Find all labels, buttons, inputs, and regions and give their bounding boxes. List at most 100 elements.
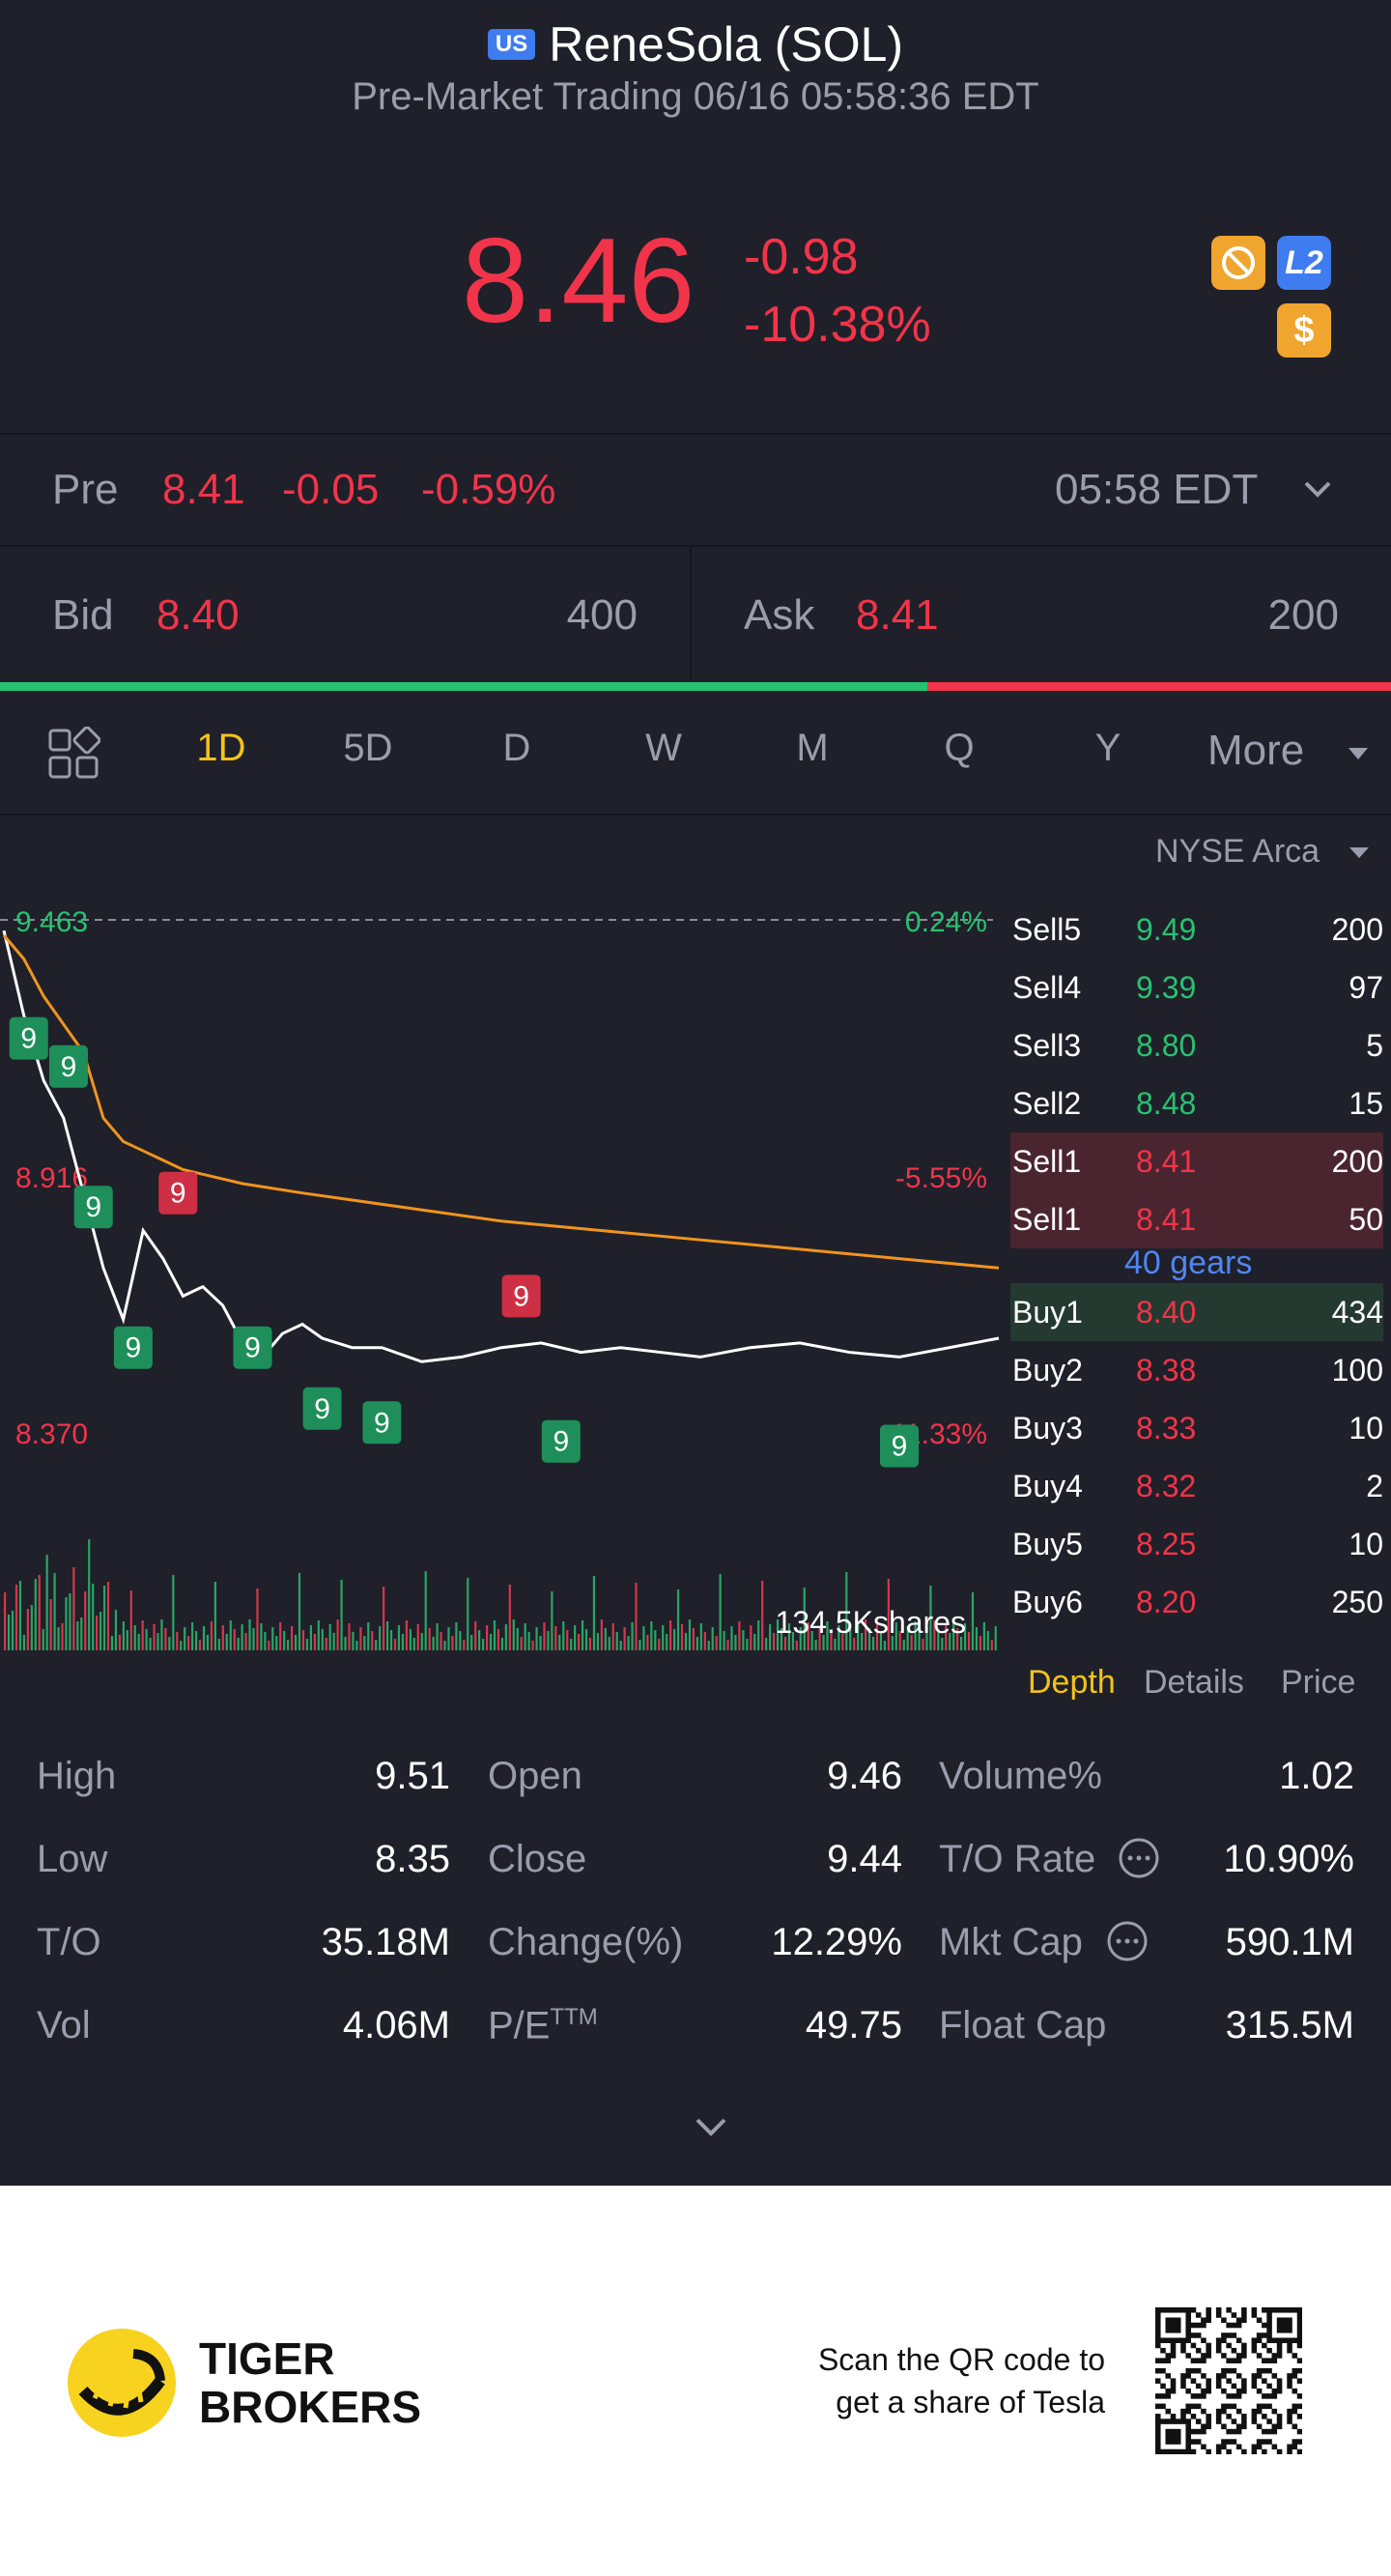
- qr-module: [1276, 2378, 1283, 2384]
- no-entry-icon[interactable]: [1211, 236, 1265, 290]
- volume-bar: [298, 1573, 301, 1650]
- qr-module: [1221, 2408, 1227, 2415]
- tab-price[interactable]: Price: [1281, 1664, 1356, 1701]
- qr-module: [1160, 2337, 1166, 2343]
- qr-module: [1185, 2428, 1191, 2435]
- order-book-row[interactable]: Buy2 8.38 100: [1010, 1341, 1383, 1399]
- order-book-qty: 200: [1331, 1144, 1383, 1179]
- qr-module: [1276, 2423, 1283, 2430]
- qr-module: [1175, 2322, 1181, 2329]
- exchange-selector[interactable]: NYSE Arca: [1155, 833, 1320, 870]
- tab-q[interactable]: Q: [944, 727, 975, 769]
- tab-d[interactable]: D: [502, 727, 531, 769]
- order-book-qty: 10: [1348, 1527, 1383, 1561]
- qr-module: [1155, 2307, 1161, 2313]
- price-change-pct: -10.38%: [744, 297, 931, 353]
- volume-bar: [416, 1624, 419, 1650]
- stat-label: T/O: [37, 1921, 101, 1963]
- qr-module: [1190, 2378, 1197, 2384]
- volume-bar: [646, 1635, 649, 1650]
- volume-bar: [512, 1619, 515, 1650]
- volume-bar: [894, 1622, 897, 1650]
- tab-more[interactable]: More: [1207, 727, 1305, 774]
- qr-module: [1251, 2342, 1258, 2349]
- volume-bar: [114, 1610, 118, 1650]
- qr-module: [1276, 2322, 1283, 2329]
- qr-module: [1155, 2393, 1161, 2399]
- stock-name[interactable]: ReneSola (SOL): [549, 17, 904, 72]
- qr-code[interactable]: [1155, 2307, 1302, 2454]
- volume-bar: [780, 1628, 783, 1650]
- dollar-icon[interactable]: $: [1277, 303, 1331, 358]
- intraday-chart[interactable]: 9.4638.9168.3700.24%-5.55%-11.33%9999999…: [0, 870, 1005, 1662]
- expand-chevron-icon[interactable]: [692, 2112, 730, 2141]
- qr-module: [1206, 2419, 1211, 2424]
- volume-bar: [160, 1619, 163, 1650]
- qr-module: [1296, 2327, 1302, 2333]
- info-dots-icon[interactable]: [1105, 1919, 1150, 1963]
- order-book-row[interactable]: Sell4 9.39 97: [1010, 959, 1383, 1016]
- qr-module: [1296, 2448, 1302, 2454]
- qr-module: [1262, 2414, 1267, 2419]
- tab-details[interactable]: Details: [1144, 1664, 1244, 1701]
- volume-bar: [986, 1631, 989, 1650]
- volume-bar: [500, 1638, 503, 1650]
- qr-module: [1266, 2403, 1272, 2410]
- premarket-change-pct: -0.59%: [421, 466, 556, 513]
- tab-5d[interactable]: 5D: [343, 727, 393, 769]
- y-axis-label: 8.370: [15, 1418, 88, 1450]
- qr-module: [1185, 2403, 1191, 2410]
- qr-module: [1256, 2444, 1263, 2450]
- chevron-down-icon[interactable]: [1300, 475, 1335, 504]
- volume-bar: [967, 1632, 971, 1650]
- order-book-row[interactable]: Sell1 8.41 50: [1010, 1190, 1383, 1248]
- qr-module: [1165, 2353, 1172, 2359]
- order-book-row[interactable]: Buy6 8.20 250: [1010, 1573, 1383, 1631]
- volume-bar: [180, 1641, 183, 1650]
- order-book-row[interactable]: Sell5 9.49 200: [1010, 901, 1383, 959]
- qr-module: [1175, 2428, 1181, 2435]
- l2-icon[interactable]: L2: [1277, 236, 1331, 290]
- tab-w[interactable]: W: [645, 727, 682, 769]
- qr-module: [1155, 2428, 1161, 2435]
- premarket-time: 05:58 EDT: [1055, 466, 1259, 513]
- tiger-logo-icon: [68, 2329, 176, 2437]
- volume-bar: [910, 1635, 913, 1650]
- volume-bar: [34, 1579, 37, 1650]
- qr-module: [1190, 2333, 1197, 2338]
- order-book-row[interactable]: Sell3 8.80 5: [1010, 1016, 1383, 1074]
- order-book-row[interactable]: Sell1 8.41 200: [1010, 1132, 1383, 1190]
- order-book-row[interactable]: Buy4 8.32 2: [1010, 1457, 1383, 1515]
- qr-module: [1185, 2388, 1191, 2394]
- order-book-level: Sell2: [1012, 1086, 1082, 1121]
- info-dots-icon[interactable]: [1117, 1836, 1161, 1880]
- qr-module: [1201, 2428, 1206, 2435]
- tab-m[interactable]: M: [796, 727, 829, 769]
- qr-module: [1266, 2307, 1272, 2313]
- qr-module: [1185, 2317, 1191, 2324]
- qr-module: [1180, 2347, 1186, 2354]
- qr-module: [1221, 2333, 1227, 2338]
- order-book-row[interactable]: Buy3 8.33 10: [1010, 1399, 1383, 1457]
- tab-1d[interactable]: 1D: [196, 727, 246, 769]
- tab-y[interactable]: Y: [1094, 727, 1121, 769]
- order-book-row[interactable]: Sell2 8.48 15: [1010, 1074, 1383, 1132]
- volume-bar: [126, 1630, 128, 1650]
- tab-depth[interactable]: Depth: [1028, 1664, 1116, 1701]
- order-book-level: Buy1: [1012, 1295, 1083, 1330]
- gears-toggle[interactable]: 40 gears: [1124, 1245, 1253, 1281]
- order-book-row[interactable]: Buy1 8.40 434: [1010, 1283, 1383, 1341]
- volume-bar: [352, 1632, 355, 1650]
- caret-down-icon[interactable]: [1345, 742, 1372, 765]
- volume-bar: [206, 1635, 210, 1650]
- volume-bar: [960, 1637, 963, 1650]
- qr-module: [1180, 2378, 1186, 2384]
- caret-down-icon[interactable]: [1347, 843, 1372, 864]
- order-book-row[interactable]: Buy5 8.25 10: [1010, 1515, 1383, 1573]
- stat-value: 10.90%: [1223, 1838, 1354, 1880]
- qr-module: [1292, 2373, 1298, 2379]
- layout-grid-icon[interactable]: [46, 727, 100, 781]
- order-book-level: Sell1: [1012, 1144, 1082, 1179]
- qr-module: [1165, 2408, 1172, 2415]
- qr-module: [1226, 2378, 1232, 2384]
